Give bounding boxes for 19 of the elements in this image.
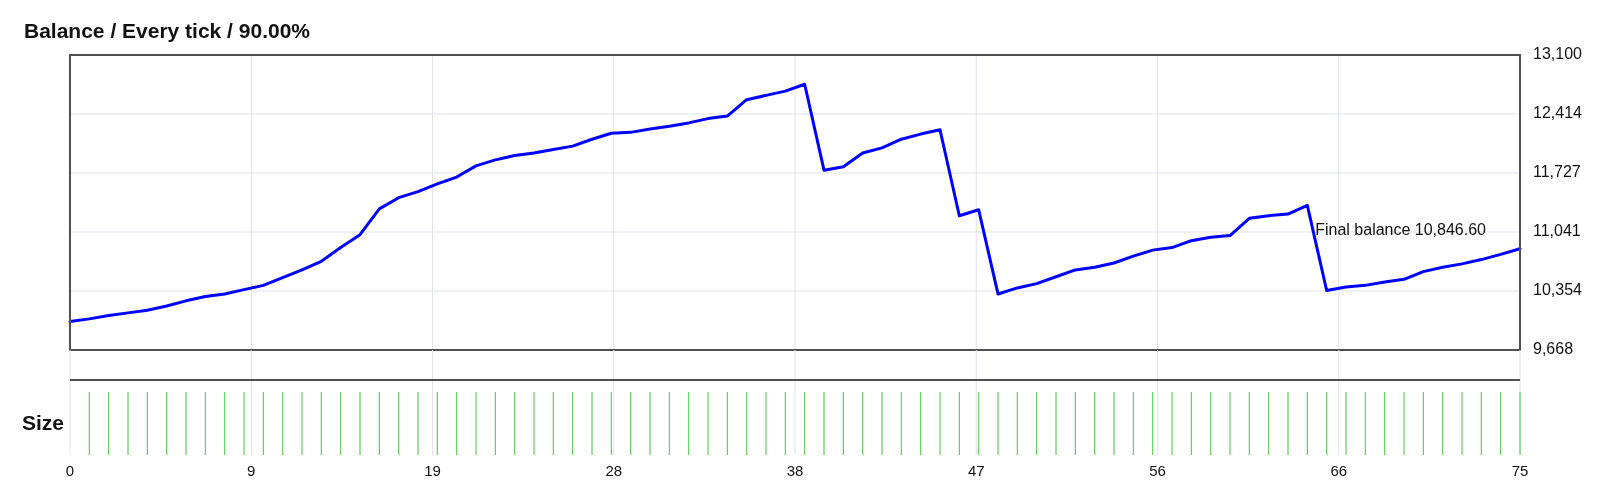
chart-title: Balance / Every tick / 90.00% [24,19,311,42]
y-axis-title: Size [22,410,65,434]
x-tick-label: 0 [65,461,75,479]
x-tick-label: 47 [967,461,985,479]
y-tick-label: 10,354 [1533,281,1583,299]
line-series [68,82,1522,323]
y-tick-label: 12,414 [1533,104,1583,122]
x-tick-label: 75 [1511,461,1529,479]
x-tick-label: 9 [247,461,256,479]
y-tick-label: 11,041 [1533,222,1581,240]
y-tick-label: 13,100 [1533,45,1583,63]
x-tick-label: 19 [424,461,441,479]
y-tick-label: 9,668 [1533,340,1574,358]
x-tick-label: 56 [1149,461,1166,479]
x-tick-label: 66 [1330,461,1348,479]
y-tick-label: 11,727 [1533,163,1581,181]
x-tick-label: 28 [605,461,623,479]
x-tick-label: 38 [786,461,804,479]
annotation: Final balance 10,846.60 [1315,220,1487,238]
